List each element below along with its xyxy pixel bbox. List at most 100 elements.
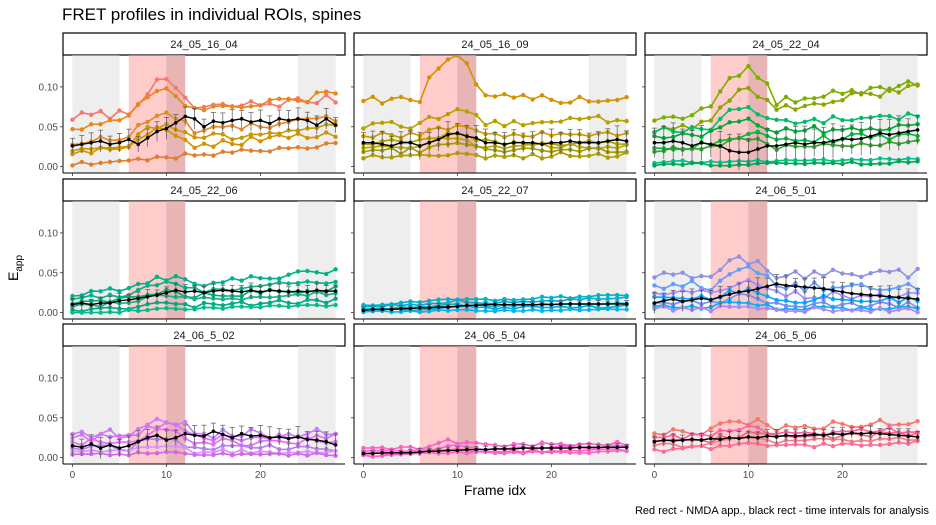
roi-point [868,85,873,91]
mean-point [868,293,873,297]
mean-point [774,435,779,439]
roi-point [549,97,554,103]
roi-point [136,101,141,107]
roi-point [464,307,469,312]
roi-point [877,94,883,99]
mean-point [380,451,385,455]
roi-point [821,307,826,312]
roi-point [333,140,338,146]
roi-point [305,297,310,302]
roi-point [680,158,685,163]
mean-point [718,437,722,442]
mean-point [136,142,140,147]
mean-point [840,432,845,437]
roi-point [765,273,770,278]
roi-point [89,293,94,298]
mean-point [624,302,629,306]
roi-point [361,445,366,451]
roi-point [765,115,770,121]
roi-point [464,440,469,445]
roi-point [145,158,150,163]
roi-point [192,135,197,140]
roi-point [774,117,779,123]
mean-point [286,436,291,441]
roi-point [849,424,854,429]
roi-point [736,419,742,424]
roi-point [821,102,826,107]
roi-point [258,283,263,289]
mean-point [727,148,732,153]
mean-point [850,291,854,296]
roi-point [783,94,789,100]
roi-point [324,92,329,98]
roi-point [671,446,676,451]
mean-point [915,297,920,301]
roi-point [220,149,225,154]
mean-point [89,140,93,145]
mean-point [915,128,920,132]
mean-point [117,140,122,145]
mean-point [699,140,704,145]
roi-point [230,141,235,147]
roi-point [708,274,713,279]
roi-point [220,138,225,143]
mean-point [727,292,732,297]
roi-point [605,120,610,125]
roi-point [615,154,620,159]
roi-point [79,159,85,165]
mean-point [211,119,216,123]
y-axis-title-group: Eapp [5,255,25,281]
roi-point [812,96,817,101]
roi-point [201,152,207,157]
roi-point [577,308,582,313]
roi-point [661,286,666,291]
roi-point [652,118,657,123]
roi-point [211,104,216,109]
roi-point [718,160,723,165]
roi-point [530,151,535,157]
roi-point [295,98,301,104]
roi-point [802,119,807,125]
roi-point [736,427,742,433]
mean-point [239,290,244,294]
roi-point [596,113,601,119]
mean-point [474,136,479,140]
mean-point [108,301,112,305]
mean-point [296,117,300,121]
roi-point [89,151,94,156]
roi-point [727,120,732,125]
roi-point [765,97,770,103]
roi-point [324,304,329,309]
mean-point [399,451,403,455]
mean-point [774,144,779,148]
mean-point [418,306,422,310]
roi-point [568,450,573,455]
mean-point [737,290,741,294]
mean-point [221,121,225,125]
roi-point [708,309,713,314]
mean-point [765,284,769,289]
roi-point [277,451,282,456]
roi-point [154,306,160,311]
roi-point [802,103,807,109]
roi-point [699,106,704,111]
roi-point [577,154,582,159]
mean-point [427,449,432,454]
mean-point [80,301,84,305]
roi-point [755,75,760,80]
roi-point [736,267,742,272]
roi-point [324,130,329,135]
roi-point [154,77,160,82]
roi-point [736,106,742,112]
roi-point [812,116,817,122]
roi-point [305,449,310,454]
mean-point [371,140,375,145]
roi-point [295,128,301,133]
roi-point [840,161,845,167]
roi-point [624,307,629,312]
roi-point [727,304,732,309]
roi-point [211,153,216,158]
mean-point [89,442,93,446]
roi-point [314,145,319,150]
